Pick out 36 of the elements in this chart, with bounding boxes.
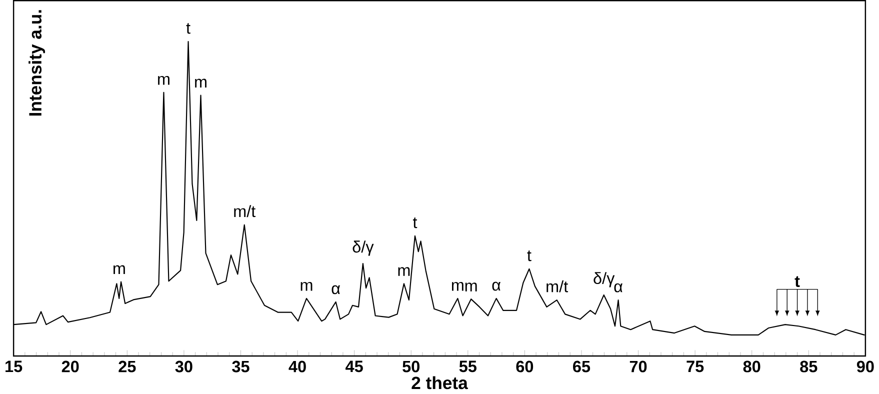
annotation: α — [492, 282, 501, 291]
annotation: m — [465, 282, 477, 292]
x-tick-label: 75 — [686, 360, 704, 372]
x-tick-label: 80 — [743, 360, 760, 372]
annotation: m — [398, 267, 410, 276]
annotation: m — [158, 76, 170, 85]
annotation: t — [186, 23, 190, 34]
x-tick-label: 85 — [800, 360, 818, 372]
x-tick-label: 25 — [118, 360, 136, 372]
x-tick-label: 20 — [62, 360, 79, 372]
x-tick-label: 70 — [630, 360, 647, 372]
annotation: α — [614, 284, 623, 292]
annotation: t — [527, 250, 532, 262]
annotation: t — [412, 218, 418, 228]
x-tick-label: 40 — [288, 360, 306, 372]
x-tick-label: 45 — [346, 360, 363, 372]
x-tick-label: 90 — [856, 360, 874, 372]
x-tick-label: 35 — [232, 360, 250, 372]
annotation: m/t — [546, 280, 568, 292]
x-tick-label: 15 — [6, 360, 22, 372]
annotation: m — [300, 282, 312, 291]
x-tick-label: 65 — [573, 360, 590, 372]
x-axis-title: 2 theta — [412, 376, 468, 390]
annotation: δ/γ — [352, 240, 374, 256]
x-tick-label: 60 — [516, 360, 534, 372]
x-tick-label: 50 — [402, 360, 420, 372]
annotation: m/t — [234, 205, 256, 218]
annotation: m — [195, 78, 206, 88]
annotation: t — [794, 276, 800, 288]
annotation: δ/γ — [594, 272, 615, 288]
annotation: m — [452, 282, 464, 291]
y-axis-title: Intensity a.u. — [28, 10, 46, 116]
annotation: m — [114, 265, 125, 274]
x-tick-label: 30 — [175, 360, 192, 372]
x-tick-label: 55 — [459, 360, 476, 372]
annotation: α — [332, 285, 340, 294]
